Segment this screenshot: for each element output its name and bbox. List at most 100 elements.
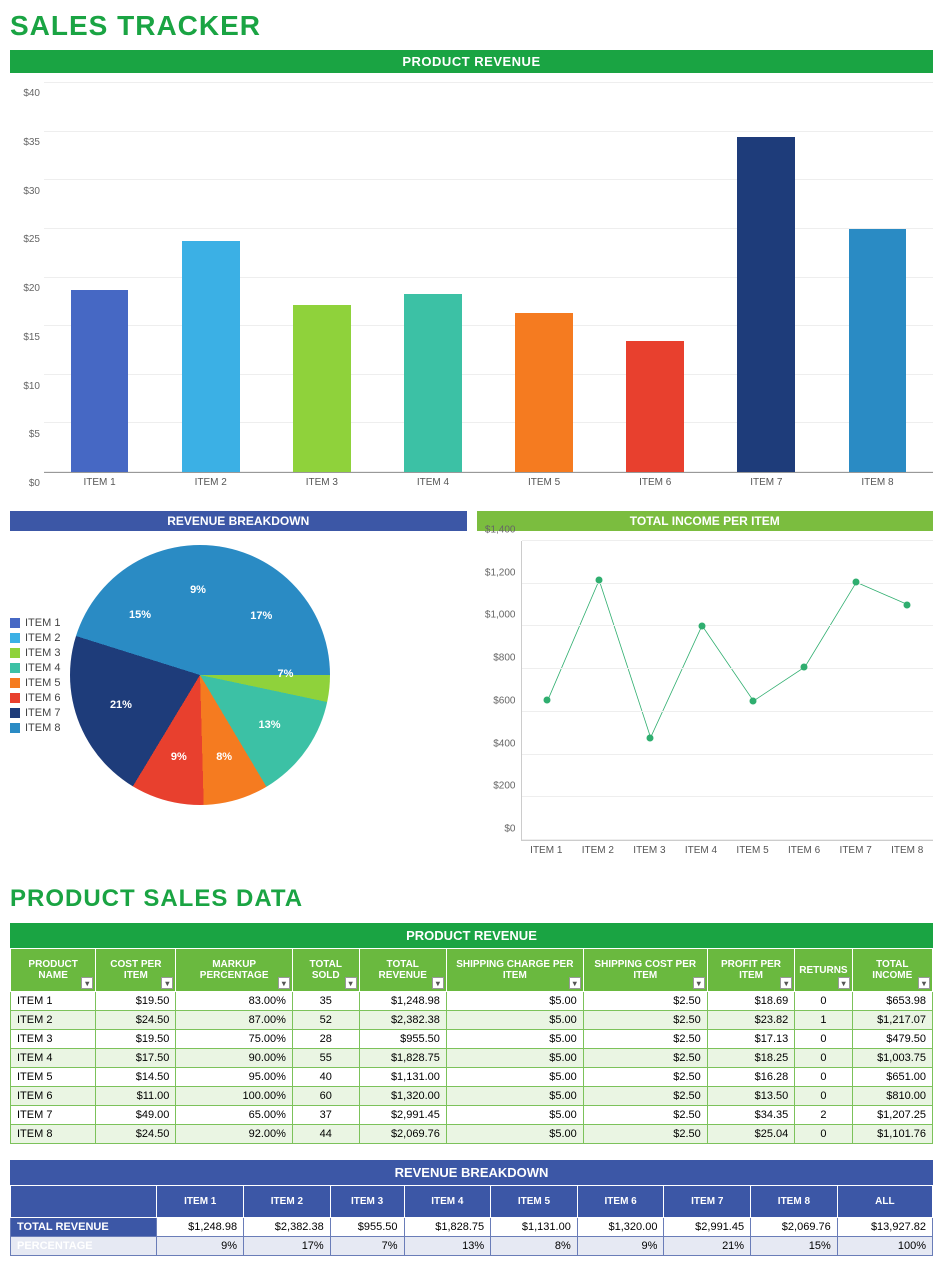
line-x-label: ITEM 1 (530, 845, 562, 856)
table-cell: $18.25 (707, 1049, 795, 1068)
table-cell: ITEM 7 (11, 1106, 96, 1125)
table-cell: ITEM 8 (11, 1125, 96, 1144)
filter-icon[interactable]: ▾ (161, 977, 173, 989)
table-cell: 0 (795, 1125, 852, 1144)
pie-panel: REVENUE BREAKDOWN ITEM 1ITEM 2ITEM 3ITEM… (10, 511, 467, 861)
filter-icon[interactable]: ▾ (918, 977, 930, 989)
table-cell: $5.00 (446, 1087, 583, 1106)
line-point (595, 577, 602, 584)
column-header[interactable]: COST PER ITEM▾ (96, 949, 176, 992)
table-cell: 2 (795, 1106, 852, 1125)
column-header[interactable]: TOTAL REVENUE▾ (359, 949, 446, 992)
bar (404, 294, 462, 472)
line-x-label: ITEM 3 (633, 845, 665, 856)
bar-y-label: $0 (29, 478, 40, 489)
line-y-label: $1,000 (485, 610, 516, 621)
filter-icon[interactable]: ▾ (693, 977, 705, 989)
column-header[interactable]: SHIPPING COST PER ITEM▾ (583, 949, 707, 992)
bar-y-label: $15 (23, 332, 40, 343)
column-header[interactable]: TOTAL INCOME▾ (852, 949, 932, 992)
table-cell: 95.00% (176, 1068, 292, 1087)
filter-icon[interactable]: ▾ (838, 977, 850, 989)
filter-icon[interactable]: ▾ (81, 977, 93, 989)
table-cell: $479.50 (852, 1030, 932, 1049)
line-x-label: ITEM 5 (736, 845, 768, 856)
table-cell: $2.50 (583, 992, 707, 1011)
table-cell: $24.50 (96, 1011, 176, 1030)
pie-slice-label: 21% (110, 699, 132, 711)
table-cell: $955.50 (359, 1030, 446, 1049)
line-x-label: ITEM 4 (685, 845, 717, 856)
column-header[interactable]: SHIPPING CHARGE PER ITEM▾ (446, 949, 583, 992)
legend-item: ITEM 1 (10, 617, 60, 629)
table-row: TOTAL REVENUE$1,248.98$2,382.38$955.50$1… (11, 1218, 933, 1237)
column-header[interactable]: RETURNS▾ (795, 949, 852, 992)
table-cell: $1,003.75 (852, 1049, 932, 1068)
table-cell: $2.50 (583, 1068, 707, 1087)
table-cell: 1 (795, 1011, 852, 1030)
filter-icon[interactable]: ▾ (278, 977, 290, 989)
table-cell: 28 (292, 1030, 359, 1049)
column-header[interactable]: TOTAL SOLD▾ (292, 949, 359, 992)
filter-icon[interactable]: ▾ (432, 977, 444, 989)
table-cell: $1,131.00 (491, 1218, 578, 1237)
legend-item: ITEM 3 (10, 647, 60, 659)
table-cell: $2.50 (583, 1106, 707, 1125)
table-cell: ITEM 4 (11, 1049, 96, 1068)
line-point (647, 734, 654, 741)
bar-y-label: $30 (23, 186, 40, 197)
column-header: ITEM 5 (491, 1186, 578, 1218)
table-cell: 13% (404, 1237, 491, 1256)
filter-icon[interactable]: ▾ (569, 977, 581, 989)
filter-icon[interactable]: ▾ (780, 977, 792, 989)
product-table: PRODUCT NAME▾COST PER ITEM▾MARKUP PERCEN… (10, 948, 933, 1144)
table-cell: $1,248.98 (359, 992, 446, 1011)
table-cell: 8% (491, 1237, 578, 1256)
column-header[interactable]: MARKUP PERCENTAGE▾ (176, 949, 292, 992)
line-header: TOTAL INCOME PER ITEM (477, 511, 934, 531)
breakdown-table: ITEM 1ITEM 2ITEM 3ITEM 4ITEM 5ITEM 6ITEM… (10, 1185, 933, 1256)
column-header[interactable]: PROFIT PER ITEM▾ (707, 949, 795, 992)
table-cell: $810.00 (852, 1087, 932, 1106)
breakdown-table-header: REVENUE BREAKDOWN (10, 1160, 933, 1185)
table-cell: 87.00% (176, 1011, 292, 1030)
table-cell: TOTAL REVENUE (11, 1218, 157, 1237)
table-cell: $2,382.38 (244, 1218, 331, 1237)
bar (515, 313, 573, 472)
table-cell: 9% (577, 1237, 664, 1256)
table-cell: 44 (292, 1125, 359, 1144)
line-y-label: $800 (493, 653, 515, 664)
table-cell: $17.50 (96, 1049, 176, 1068)
column-header: ITEM 6 (577, 1186, 664, 1218)
bar-y-label: $20 (23, 283, 40, 294)
line-y-label: $0 (504, 824, 515, 835)
table-cell: $24.50 (96, 1125, 176, 1144)
column-header[interactable]: PRODUCT NAME▾ (11, 949, 96, 992)
table-cell: $955.50 (330, 1218, 404, 1237)
line-x-label: ITEM 2 (582, 845, 614, 856)
bar-chart-header: PRODUCT REVENUE (10, 50, 933, 73)
table-cell: 0 (795, 1049, 852, 1068)
line-chart: $0$200$400$600$800$1,000$1,200$1,400 (521, 541, 934, 841)
legend-item: ITEM 8 (10, 722, 60, 734)
table-cell: $19.50 (96, 1030, 176, 1049)
table-cell: 0 (795, 1068, 852, 1087)
bar-x-label: ITEM 6 (639, 477, 671, 488)
pie-slice-label: 17% (250, 610, 272, 622)
table-cell: 17% (244, 1237, 331, 1256)
table-cell: $5.00 (446, 992, 583, 1011)
pie-slice-label: 13% (259, 719, 281, 731)
bar-x-label: ITEM 4 (417, 477, 449, 488)
table-cell: 9% (157, 1237, 244, 1256)
table-cell: $2,382.38 (359, 1011, 446, 1030)
table-cell: ITEM 2 (11, 1011, 96, 1030)
line-y-label: $1,400 (485, 525, 516, 536)
table-cell: 55 (292, 1049, 359, 1068)
line-point (698, 622, 705, 629)
table-cell: 75.00% (176, 1030, 292, 1049)
table-cell: $653.98 (852, 992, 932, 1011)
column-header: ITEM 2 (244, 1186, 331, 1218)
filter-icon[interactable]: ▾ (345, 977, 357, 989)
bar-x-label: ITEM 3 (306, 477, 338, 488)
table-cell: $13,927.82 (837, 1218, 932, 1237)
